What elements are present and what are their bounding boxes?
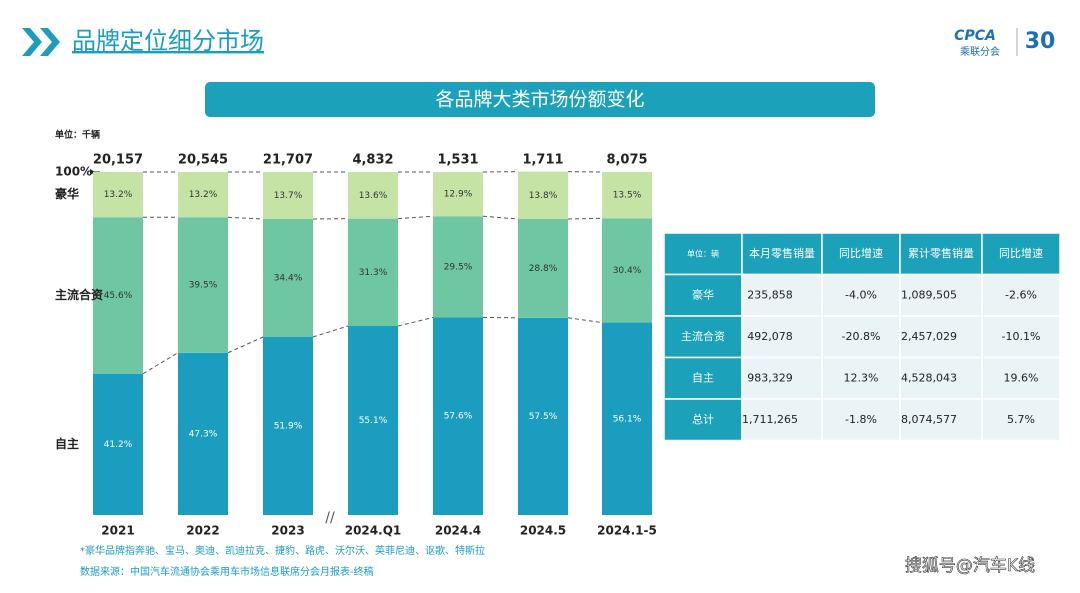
table-cell-text: 492,078 [747,330,793,343]
segment-label: 13.2% [189,190,218,200]
x-tick-label: 2024.Q1 [345,524,402,538]
table-cell-text: -20.8% [842,330,881,343]
connector [398,216,433,218]
table-header: 本月零售销量 [749,246,815,260]
total-label: 1,531 [437,153,478,168]
connector [483,216,518,219]
segment-label: 13.6% [359,191,388,201]
table-header: 累计零售销量 [908,246,974,260]
table-cell-text: -1.8% [845,413,877,426]
table-header: 单位：辆 [687,248,719,258]
total-label: 8,075 [606,153,647,168]
segment-label: 57.6% [444,412,473,422]
footnote: *豪华品牌指奔驰、宝马、奥迪、凯迪拉克、捷豹、路虎、沃尔沃、英菲尼迪、讴歌、特斯… [80,544,485,557]
connector [143,353,178,374]
total-label: 1,711 [522,153,563,168]
segment-label: 57.5% [529,412,558,422]
segment-label: 51.9% [274,421,303,431]
chevrons [22,28,60,56]
table-header: 同比增速 [839,246,883,260]
series-label: 主流合资 [55,287,103,302]
x-tick-label: 2022 [186,524,219,538]
connector [228,337,263,353]
chart-title: 各品牌大类市场份额变化 [435,89,644,111]
x-tick-label: 2021 [101,524,134,538]
table-cell-text: 12.3% [844,371,879,384]
table-cell-text: 19.6% [1004,371,1039,384]
logo-name: CPCA [954,28,996,44]
table-cell-text: 5.7% [1007,413,1035,426]
segment-label: 34.4% [274,273,303,283]
connector [228,217,263,219]
segment-label: 29.5% [444,262,473,272]
total-label: 20,157 [93,153,143,168]
axis-break: // [325,510,335,526]
segment-label: 13.2% [104,190,133,200]
total-label: 21,707 [263,153,313,168]
total-label: 20,545 [178,153,228,168]
table-cell-text: 自主 [692,371,714,384]
x-tick-label: 2024.4 [435,524,481,538]
table-cell-text: 2,457,029 [901,330,957,343]
connector [398,317,433,326]
connector [568,218,602,219]
table-cell-text: 8,074,577 [901,413,957,426]
segment-label: 13.8% [529,191,558,201]
connector [568,318,602,323]
x-tick-label: 2023 [271,524,304,538]
logo-anniv: 30 [1025,29,1056,54]
table-cell-text: 983,329 [747,371,793,384]
source-note: 数据来源：中国汽车流通协会乘用车市场信息联席分会月报表-终稿 [80,565,374,578]
table-cell-text: -10.1% [1002,330,1041,343]
segment-label: 12.9% [444,190,473,200]
page-title: 品牌定位细分市场 [72,27,264,55]
segment-label: 56.1% [613,414,642,424]
x-tick-label: 2024.5 [520,524,566,538]
segment-label: 30.4% [613,266,642,276]
table-cell-text: 4,528,043 [901,371,957,384]
segment-label: 41.2% [104,440,133,450]
table-cell-text: -4.0% [845,288,877,301]
table-cell-text: 主流合资 [681,329,725,343]
table-cell-text: 总计 [692,412,714,426]
segment-label: 31.3% [359,268,388,278]
total-label: 4,832 [352,153,393,168]
segment-label: 45.6% [104,291,133,301]
series-label: 自主 [55,436,79,451]
connector [313,326,348,337]
table-cell-text: -2.6% [1005,288,1037,301]
table-cell-text: 豪华 [692,287,714,301]
table-cell-text: 235,858 [747,288,793,301]
y-tick-label: 100% [55,165,92,179]
watermark: 搜狐号@汽车K线 [905,556,1035,576]
table-cell-text: 1,711,265 [742,413,798,426]
logo-cn: 乘联分会 [960,45,1000,58]
x-tick-label: 2024.1-5 [597,524,657,538]
table-cell-text: 1,089,505 [901,288,957,301]
segment-label: 28.8% [529,264,558,274]
series-label: 豪华 [55,186,79,201]
segment-label: 47.3% [189,429,218,439]
unit-label: 单位：千辆 [55,129,100,141]
segment-label: 39.5% [189,281,218,291]
segment-label: 13.5% [613,191,642,201]
table-header: 同比增速 [999,246,1043,260]
segment-label: 13.7% [274,191,303,201]
segment-label: 55.1% [359,416,388,426]
